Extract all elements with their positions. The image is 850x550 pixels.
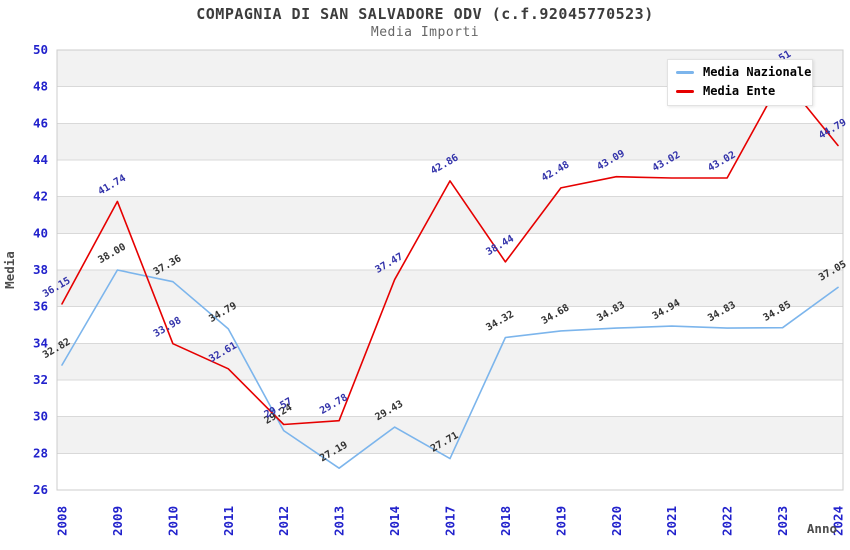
y-axis-title: Media — [2, 251, 17, 289]
legend-swatch-nazionale-icon — [676, 70, 694, 74]
y-tick-label: 26 — [33, 482, 48, 497]
data-label: 41.74 — [96, 173, 128, 198]
x-tick-label: 2008 — [55, 506, 70, 536]
x-axis-title: Anno — [807, 521, 837, 536]
y-tick-label: 50 — [33, 42, 48, 57]
data-label: 33.98 — [152, 315, 184, 340]
plot-band — [57, 270, 843, 307]
x-tick-label: 2020 — [609, 506, 624, 536]
x-tick-label: 2014 — [387, 506, 402, 536]
data-label: 34.32 — [484, 309, 516, 334]
y-tick-label: 30 — [33, 409, 48, 424]
legend-label-media-ente: Media Ente — [703, 84, 776, 98]
data-label: 42.48 — [540, 159, 572, 184]
y-tick-label: 42 — [33, 189, 48, 204]
plot-band — [57, 123, 843, 160]
legend-swatch-ente-icon — [676, 89, 694, 93]
x-tick-label: 2019 — [553, 506, 568, 536]
series-line-media-ente — [61, 76, 839, 426]
series-line-media-nazionale — [61, 269, 839, 470]
x-tick-label: 2018 — [498, 506, 513, 536]
y-tick-label: 44 — [33, 152, 48, 167]
y-tick-label: 46 — [33, 115, 48, 130]
plot-band — [57, 416, 843, 454]
plot-border — [56, 49, 844, 491]
legend-item-media-ente[interactable]: Media Ente — [676, 83, 804, 99]
y-tick-label: 38 — [33, 262, 48, 277]
x-tick-label: 2022 — [720, 506, 735, 536]
x-tick-label: 2017 — [443, 506, 458, 536]
y-tick-label: 28 — [33, 445, 48, 460]
y-tick-label: 34 — [33, 335, 48, 350]
x-tick-label: 2011 — [221, 506, 236, 536]
y-tick-label: 48 — [33, 79, 48, 94]
y-tick-label: 40 — [33, 225, 48, 240]
x-tick-label: 2021 — [664, 506, 679, 536]
data-label: 38.00 — [96, 242, 128, 267]
y-tick-label: 32 — [33, 372, 48, 387]
x-tick-label: 2010 — [165, 506, 180, 536]
plot-band — [57, 343, 843, 380]
legend: Media Nazionale Media Ente — [667, 59, 813, 106]
x-tick-label: 2012 — [276, 506, 291, 536]
x-tick-label: 2024 — [831, 506, 846, 536]
chart-title: COMPAGNIA DI SAN SALVADORE ODV (c.f.9204… — [196, 5, 654, 23]
legend-item-media-nazionale[interactable]: Media Nazionale — [676, 64, 811, 80]
x-tick-label: 2013 — [332, 506, 347, 536]
x-tick-label: 2009 — [110, 506, 125, 536]
x-tick-label: 2023 — [775, 506, 790, 536]
y-tick-label: 36 — [33, 299, 48, 314]
legend-label-media-nazionale: Media Nazionale — [703, 65, 812, 79]
chart-subtitle: Media Importi — [370, 25, 480, 40]
plot-band — [57, 196, 843, 234]
